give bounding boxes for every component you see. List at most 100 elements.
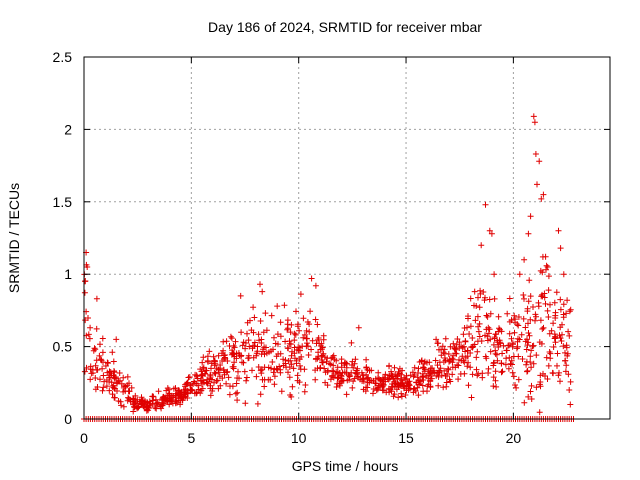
data-point xyxy=(566,387,573,393)
data-point xyxy=(532,311,539,318)
data-point xyxy=(104,369,111,376)
data-point xyxy=(227,333,234,340)
data-point xyxy=(254,348,261,355)
data-point xyxy=(435,382,442,389)
data-point xyxy=(382,371,389,378)
data-point xyxy=(338,378,345,385)
data-point xyxy=(524,342,531,349)
data-point xyxy=(234,397,241,404)
data-point xyxy=(370,390,376,397)
data-point xyxy=(567,401,574,408)
data-point xyxy=(557,335,564,342)
data-point xyxy=(251,314,258,321)
data-point xyxy=(282,360,289,367)
data-point xyxy=(554,362,560,369)
data-point xyxy=(462,338,469,344)
data-point xyxy=(495,344,502,350)
data-point xyxy=(454,336,461,342)
data-point xyxy=(318,353,325,360)
data-point xyxy=(267,376,274,383)
data-point xyxy=(537,317,544,324)
data-point xyxy=(476,333,483,340)
data-point xyxy=(312,376,319,383)
data-point xyxy=(177,397,184,404)
data-point xyxy=(541,294,548,301)
data-point xyxy=(211,357,218,364)
data-point xyxy=(488,230,495,237)
data-point xyxy=(521,399,528,406)
data-point xyxy=(96,352,103,359)
data-point xyxy=(372,380,379,387)
data-point xyxy=(301,388,308,395)
data-point xyxy=(545,273,552,280)
x-tick-label: 10 xyxy=(291,430,307,446)
data-point xyxy=(242,400,249,407)
data-point xyxy=(239,342,246,349)
data-point xyxy=(440,349,447,356)
data-point xyxy=(474,372,481,379)
data-point xyxy=(547,355,554,362)
data-point xyxy=(360,386,367,393)
data-point xyxy=(492,377,499,384)
data-point xyxy=(314,336,321,343)
data-point xyxy=(297,366,304,373)
data-point xyxy=(433,336,440,343)
data-point xyxy=(434,362,441,369)
data-point xyxy=(211,369,218,376)
data-points xyxy=(81,113,577,422)
data-point xyxy=(103,383,110,390)
data-point xyxy=(465,313,471,320)
data-point xyxy=(491,295,498,302)
data-point xyxy=(486,296,493,303)
y-tick-label: 1.5 xyxy=(53,194,73,210)
data-point xyxy=(525,393,532,400)
data-point xyxy=(225,374,232,381)
data-point xyxy=(93,357,100,364)
data-point xyxy=(125,395,132,402)
data-point xyxy=(128,384,135,391)
data-point xyxy=(284,321,291,328)
data-point xyxy=(102,363,109,369)
data-point xyxy=(257,318,264,324)
data-point xyxy=(334,380,341,387)
data-point xyxy=(415,392,422,399)
data-point xyxy=(467,295,474,302)
data-point xyxy=(525,330,532,336)
data-point xyxy=(217,382,224,389)
data-point xyxy=(100,372,107,379)
data-point xyxy=(475,328,482,335)
data-point xyxy=(81,289,88,296)
data-point xyxy=(164,385,171,392)
data-point xyxy=(475,294,481,301)
plot-frame xyxy=(83,56,611,420)
data-point xyxy=(482,353,489,360)
data-point xyxy=(213,378,220,384)
data-point xyxy=(528,382,535,389)
data-point xyxy=(81,368,88,375)
data-point xyxy=(120,388,127,395)
data-point xyxy=(438,372,445,379)
data-point xyxy=(308,346,315,353)
data-point xyxy=(455,376,462,383)
data-point xyxy=(414,374,421,381)
data-point xyxy=(182,389,188,395)
data-point xyxy=(85,331,92,338)
data-point xyxy=(560,343,567,350)
data-point xyxy=(271,373,278,380)
y-tick-label: 2 xyxy=(64,121,72,137)
y-tick-label: 1 xyxy=(64,266,72,282)
data-point xyxy=(476,304,483,311)
data-point xyxy=(291,337,298,344)
data-point xyxy=(153,405,160,412)
data-point xyxy=(285,369,291,376)
data-point xyxy=(212,370,219,377)
data-point xyxy=(402,392,409,398)
data-point xyxy=(398,393,405,400)
data-point xyxy=(535,299,542,306)
data-point xyxy=(197,366,204,373)
data-point xyxy=(261,376,268,383)
data-point xyxy=(85,315,91,321)
data-point xyxy=(155,388,162,395)
data-point xyxy=(496,326,503,333)
data-point xyxy=(388,368,395,375)
